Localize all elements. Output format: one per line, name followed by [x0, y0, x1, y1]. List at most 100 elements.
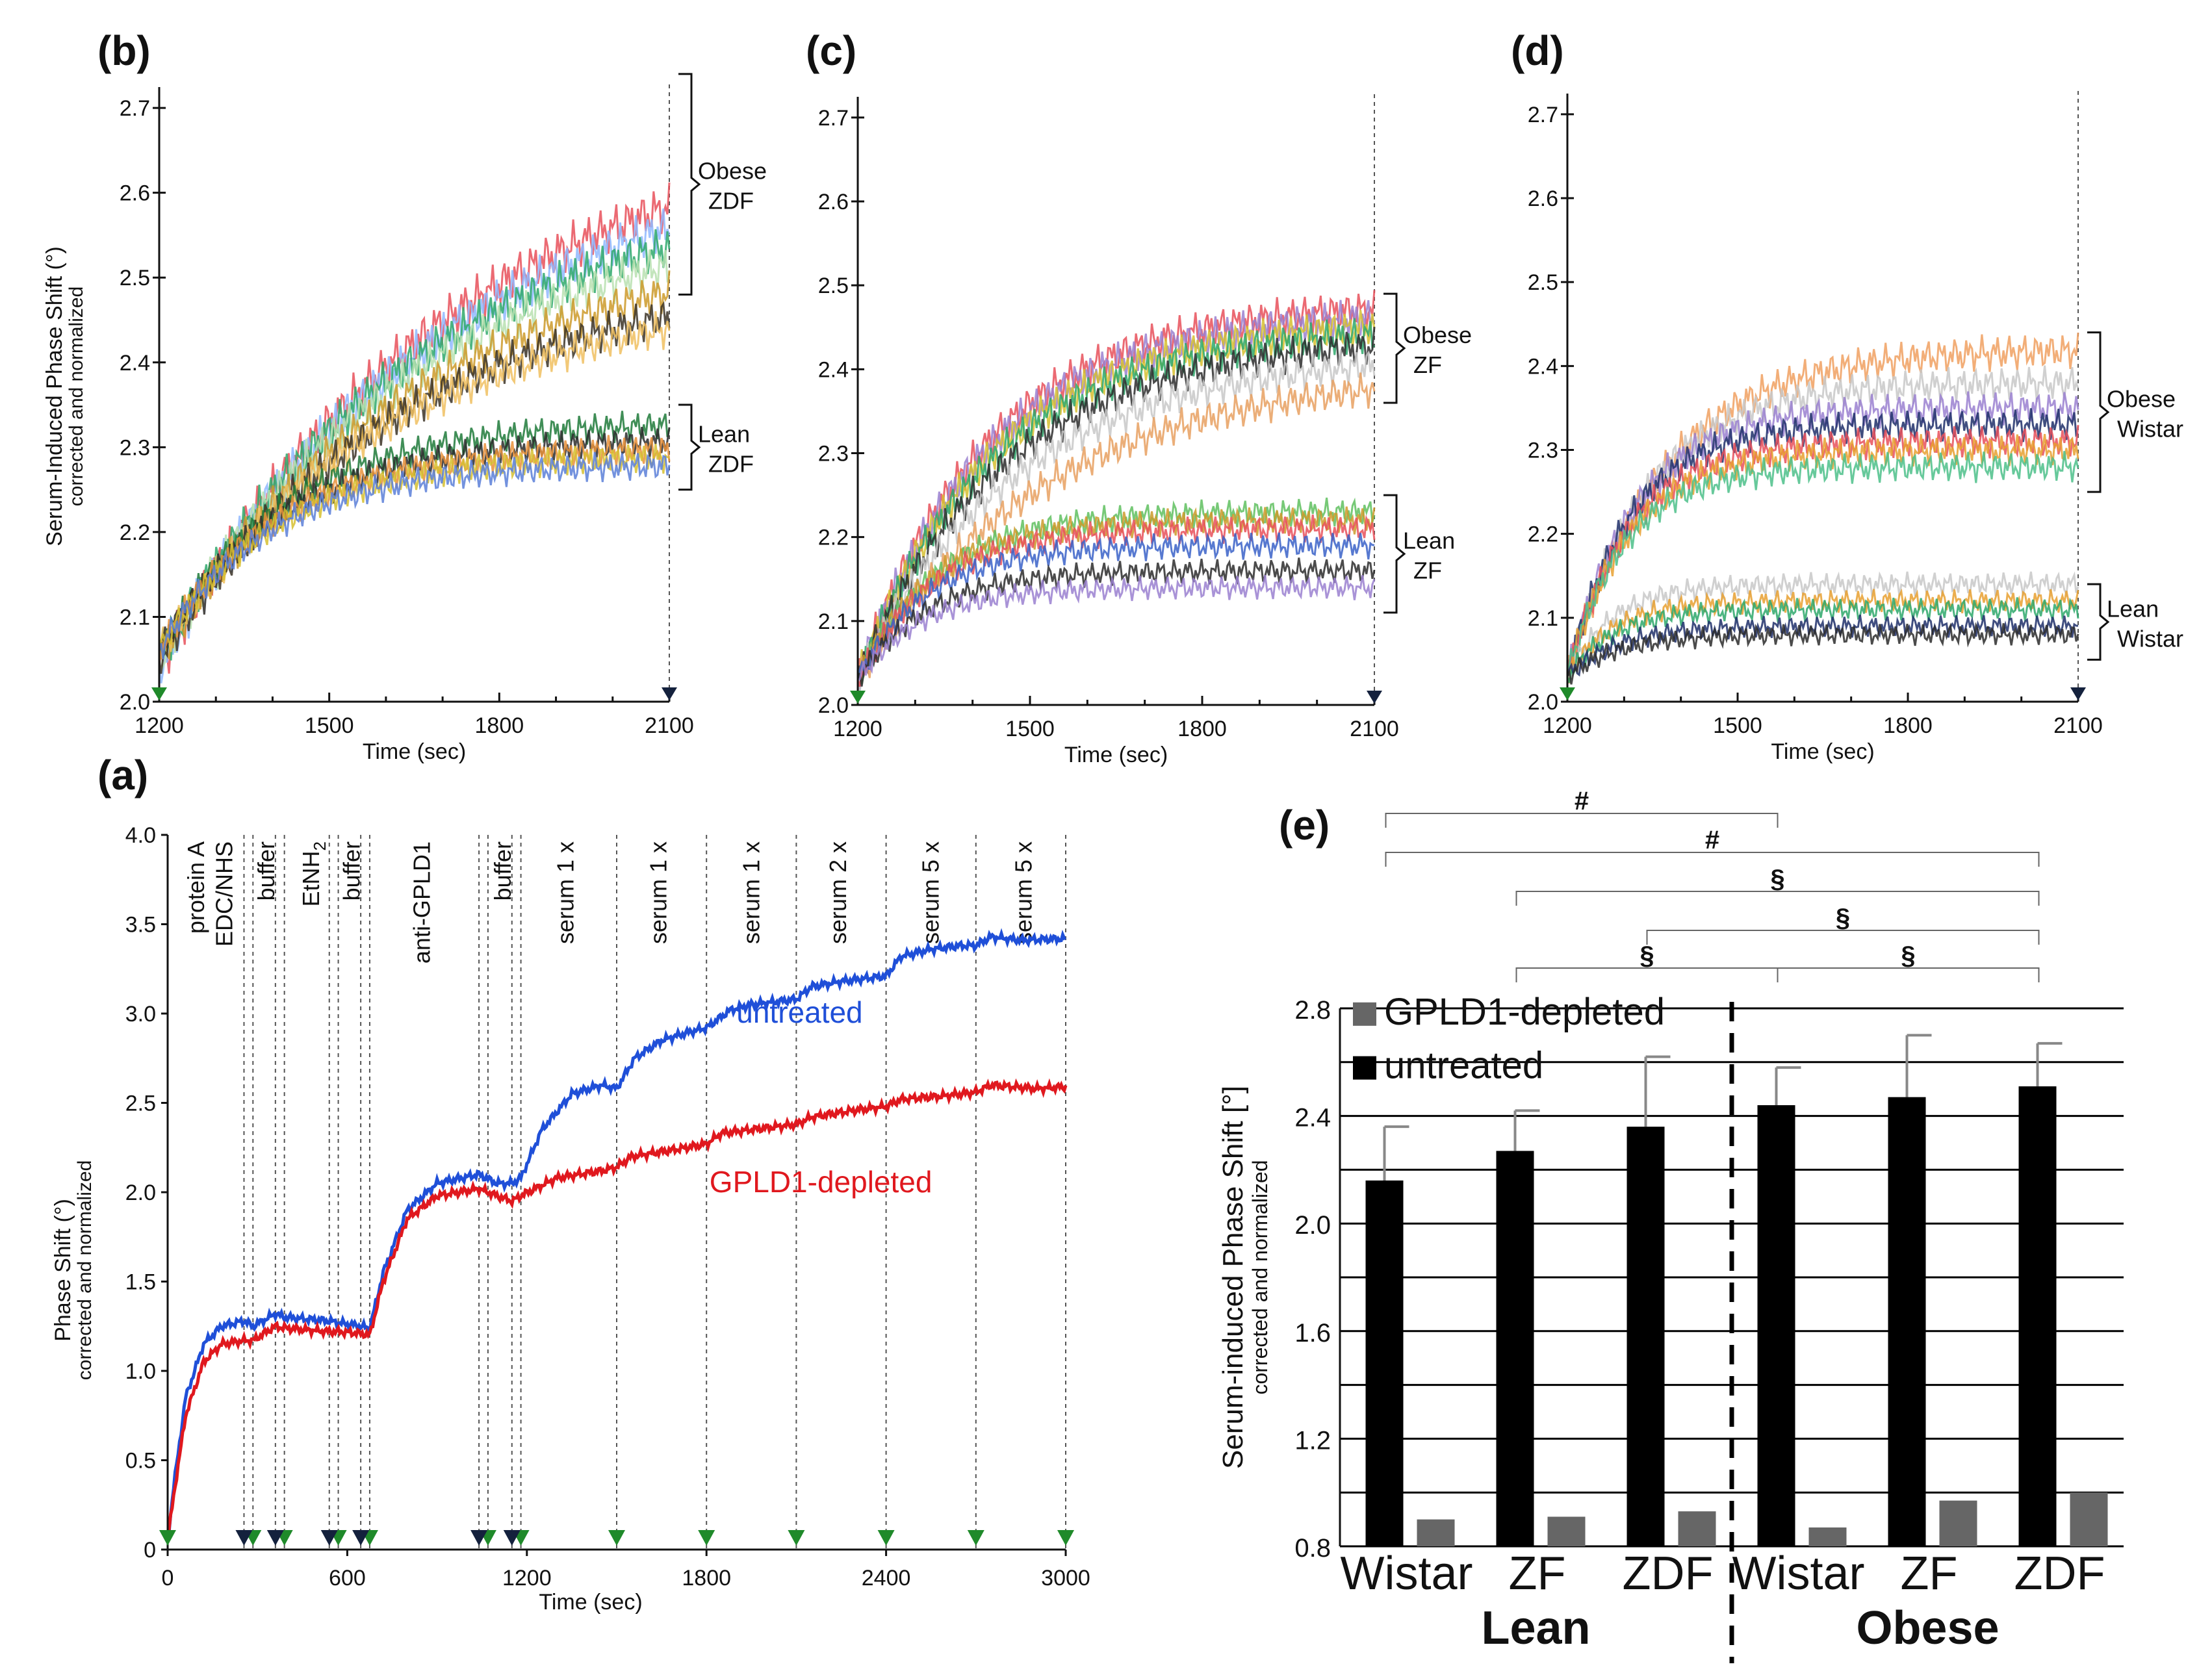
end-marker [662, 687, 677, 700]
y-axis-label: Phase Shift (°) [51, 1199, 75, 1342]
group-label: Obese [698, 158, 767, 185]
x-tick-label: 2400 [862, 1566, 911, 1590]
x-tick-label: 1800 [682, 1566, 731, 1590]
series-label: GPLD1-depleted [710, 1165, 932, 1199]
y-tick-label: 2.4 [120, 351, 150, 376]
y-tick-label: 2.5 [125, 1092, 156, 1116]
y-tick-label: 2.7 [1528, 103, 1558, 127]
x-tick-label: 1500 [305, 713, 354, 738]
group-brace [2087, 331, 2110, 493]
y-tick-label: 2.4 [1294, 1104, 1331, 1132]
significance-symbol: # [1705, 826, 1719, 854]
bar-untreated [1496, 1151, 1534, 1546]
trace-GPLD1-depleted [166, 1078, 1068, 1541]
legend-label-depleted: GPLD1-depleted [1384, 991, 1665, 1033]
x-tick-label: 1200 [833, 717, 882, 741]
bar-untreated [1757, 1105, 1795, 1546]
x-tick-label: 1500 [1713, 713, 1762, 738]
x-tick-label: 1500 [1005, 717, 1055, 741]
wash-marker [235, 1530, 253, 1546]
y-tick-label: 2.1 [818, 609, 849, 634]
bar-gpld1-depleted [2070, 1492, 2108, 1546]
y-tick-label: 3.0 [125, 1002, 156, 1027]
y-tick-label: 2.6 [120, 181, 150, 206]
y-tick-label: 2.5 [1528, 270, 1558, 295]
y-axis-label-2: corrected and normalized [1248, 1160, 1272, 1394]
step-label: serum 5 x [1010, 841, 1037, 944]
group-brace [1383, 292, 1406, 404]
start-marker [151, 687, 167, 700]
injection-marker [608, 1530, 625, 1546]
step-label: EDC/NHS [211, 841, 238, 947]
x-category-label: ZF [1901, 1548, 1958, 1600]
x-tick-label: 3000 [1041, 1566, 1090, 1590]
y-tick-label: 2.3 [120, 435, 150, 460]
step-label: buffer [489, 841, 516, 900]
x-tick-label: 1800 [1177, 717, 1227, 741]
injection-marker [1057, 1530, 1074, 1546]
injection-marker [788, 1530, 805, 1546]
y-tick-label: 2.3 [818, 442, 849, 466]
trace-lean-3 [856, 515, 1376, 687]
y-tick-label: 3.5 [125, 913, 156, 938]
chart-panel-b: 2.0 2.1 2.2 2.3 2.4 2.5 2.6 2.7 1200 1500 1800 2100… [42, 73, 767, 764]
x-axis-label: Time (sec) [539, 1590, 642, 1615]
step-label-text: serum 2 x [825, 841, 851, 944]
group-label: ZF [1413, 351, 1442, 378]
group-label: Lean [1403, 528, 1455, 554]
y-tick-label: 2.6 [1528, 186, 1558, 211]
y-tick-label: 2.0 [1294, 1211, 1331, 1240]
y-tick-label: 0 [144, 1538, 156, 1563]
y-tick-label: 4.0 [125, 823, 156, 848]
chart-panel-d: 2.0 2.1 2.2 2.3 2.4 2.5 2.6 2.7 1200 1500 1800 2100… [1528, 91, 2183, 764]
significance-bracket [1385, 813, 1779, 828]
x-tick-label: 600 [329, 1566, 366, 1590]
step-label-text: buffer [253, 841, 279, 900]
trace-obese-3 [1566, 391, 2079, 677]
step-label-subscript: 2 [310, 841, 329, 850]
step-label-text: protein A [183, 841, 209, 934]
trace-obese-1 [1566, 332, 2079, 677]
y-axis-label-2: corrected and normalized [74, 1160, 96, 1381]
legend-label-untreated: untreated [1384, 1045, 1543, 1087]
x-axis-label: Time (sec) [363, 739, 466, 764]
x-tick-label: 1200 [1543, 713, 1592, 738]
significance-symbol: § [1770, 865, 1784, 893]
x-category-label: Wistar [1732, 1548, 1865, 1600]
y-tick-label: 2.3 [1528, 439, 1558, 463]
wash-marker [352, 1530, 370, 1546]
group-label: Obese [1403, 322, 1472, 348]
legend-swatch-untreated [1353, 1056, 1376, 1080]
y-tick-label: 2.1 [1528, 606, 1558, 631]
injection-marker [159, 1530, 176, 1546]
step-label: serum 1 x [645, 841, 671, 944]
group-brace [1383, 494, 1406, 614]
x-tick-label: 2100 [2053, 713, 2103, 738]
series-label: untreated [736, 995, 862, 1029]
x-tick-label: 2100 [645, 713, 694, 738]
step-label-text: anti-GPLD1 [409, 841, 435, 964]
x-category-label: ZDF [1623, 1548, 1714, 1600]
group-brace [678, 73, 701, 296]
step-label: serum 2 x [825, 841, 851, 944]
x-tick-label: 1800 [475, 713, 524, 738]
bar-gpld1-depleted [1547, 1516, 1586, 1546]
step-label: anti-GPLD1 [409, 841, 435, 964]
significance-symbol: § [1640, 941, 1654, 970]
chart-panel-c: 2.0 2.1 2.2 2.3 2.4 2.5 2.6 2.7 1200 1500 1800 2100… [818, 94, 1472, 767]
y-tick-label: 2.5 [120, 266, 150, 290]
y-tick-label: 0.5 [125, 1449, 156, 1474]
step-label-text: serum 1 x [645, 841, 671, 944]
group-brace [678, 403, 701, 491]
y-tick-label: 2.6 [818, 190, 849, 214]
step-label-text: buffer [338, 841, 365, 900]
y-tick-label: 2.7 [120, 96, 150, 121]
x-category-label: Wistar [1341, 1548, 1473, 1600]
y-tick-label: 2.4 [818, 357, 849, 382]
significance-bracket [1777, 967, 2040, 982]
group-label: Wistar [2117, 625, 2183, 652]
y-tick-label: 1.0 [125, 1359, 156, 1384]
y-axis-label-2: corrected and normalized [66, 287, 87, 507]
group-label: Wistar [2117, 415, 2183, 442]
